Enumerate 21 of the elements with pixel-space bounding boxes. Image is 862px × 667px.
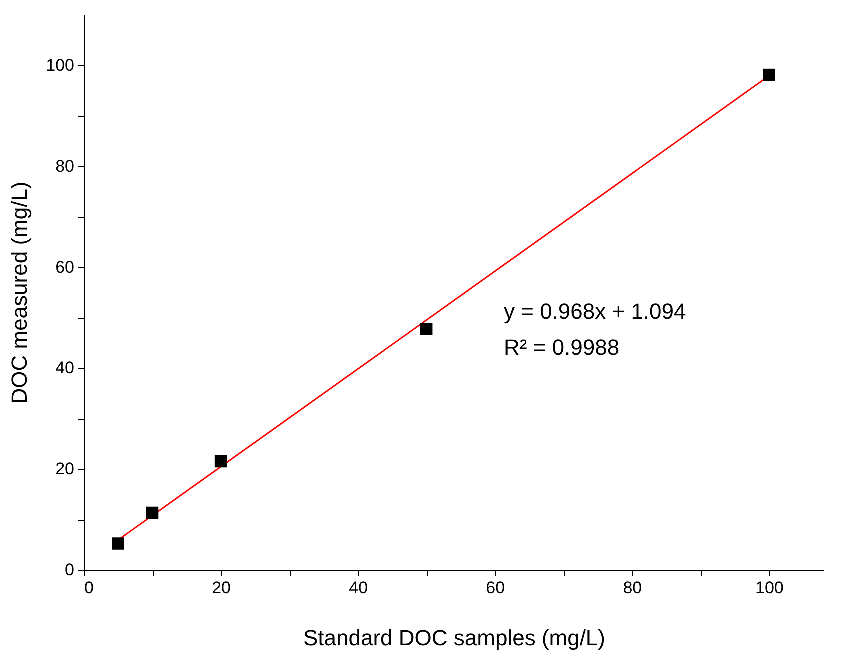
- y-tick-label: 80: [56, 156, 74, 176]
- point: [214, 455, 228, 468]
- x-tick-label: 40: [349, 578, 368, 598]
- x-tick-label: 80: [623, 578, 642, 598]
- y-tick-label: 60: [56, 258, 74, 277]
- y-tick-label: 100: [46, 56, 74, 75]
- y-tick-label: 20: [56, 460, 74, 479]
- point: [112, 538, 124, 550]
- point: [763, 68, 776, 82]
- x-tick-label: 0: [84, 578, 94, 598]
- x-tick-label: 100: [756, 578, 784, 598]
- point: [420, 323, 433, 336]
- x-tick-label: 60: [486, 578, 506, 598]
- x-axis-title: Standard DOC samples (mg/L): [304, 626, 606, 650]
- y-tick-label: 0: [65, 560, 74, 580]
- y-axis-title: DOC measured (mg/L): [7, 182, 32, 404]
- point: [146, 506, 159, 520]
- x-tick-label: 20: [212, 578, 231, 598]
- annotation: y = 0.968x + 1.094: [504, 299, 686, 324]
- y-tick-label: 40: [56, 358, 74, 378]
- annotation: R² = 0.9988: [504, 335, 620, 360]
